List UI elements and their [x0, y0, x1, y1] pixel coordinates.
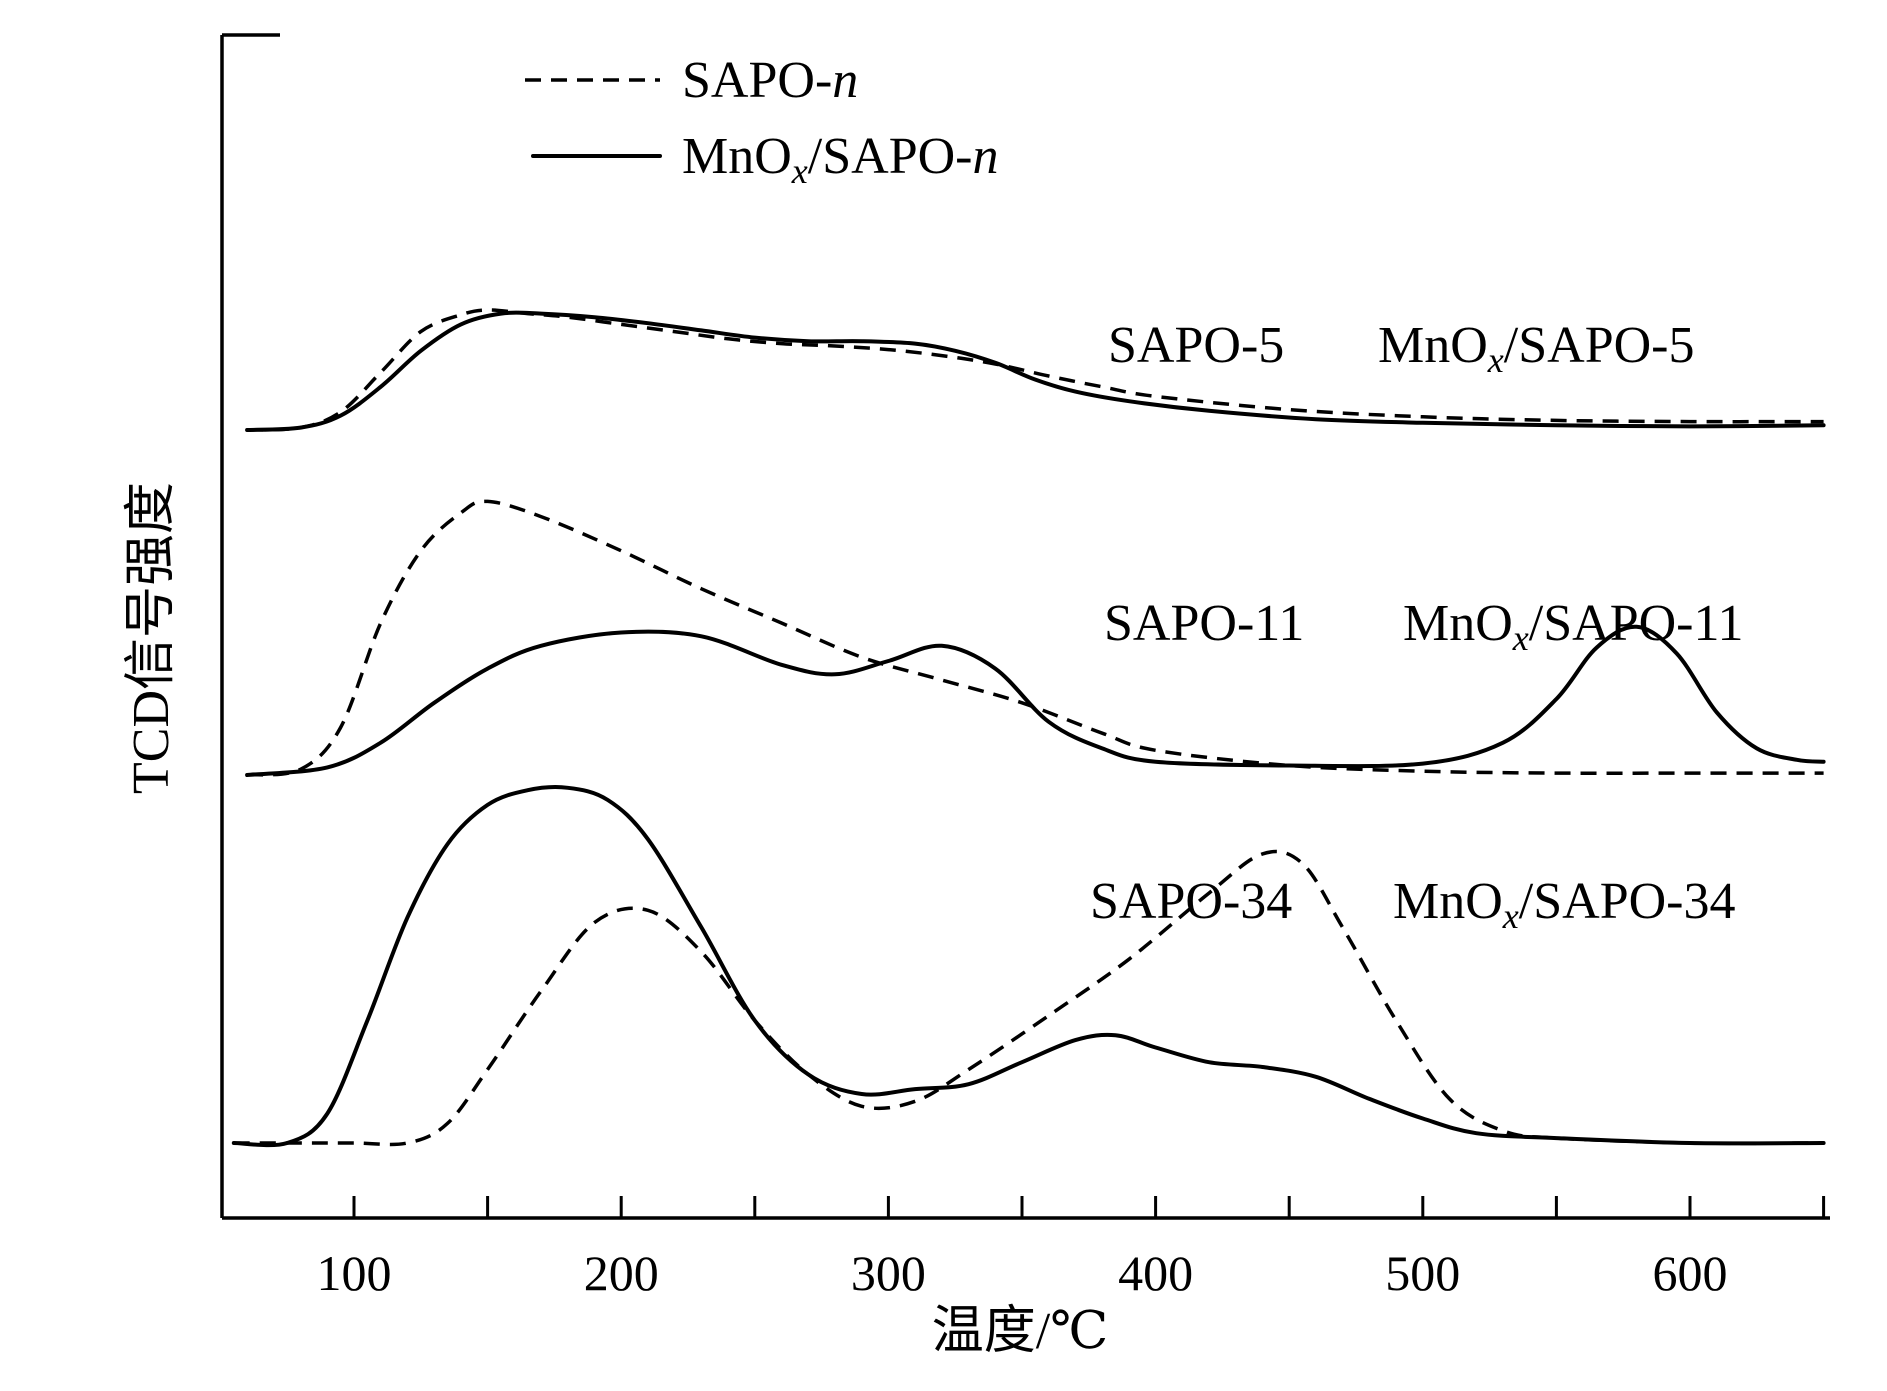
curve-sapo-34-mnox: [231, 785, 1826, 1148]
x-tick-label: 600: [1653, 1245, 1728, 1301]
group-annotations: SAPO-5 MnOx/SAPO-5 SAPO-11 MnOx/SAPO-11 …: [1090, 317, 1744, 936]
x-axis-title: 温度/℃: [932, 1303, 1109, 1360]
curve-sapo-5-mnox: [245, 310, 1826, 432]
x-tick-labels: 100 200 300 400 500 600: [317, 1245, 1728, 1301]
x-tick-label: 200: [584, 1245, 659, 1301]
annot-mnox-sapo-5: MnOx/SAPO-5: [1378, 317, 1695, 380]
annot-mnox-sapo-11: MnOx/SAPO-11: [1403, 595, 1744, 658]
x-tick-label: 400: [1118, 1245, 1193, 1301]
y-axis-title: TCD信号强度: [123, 482, 180, 794]
annot-sapo-5: SAPO-5: [1108, 317, 1284, 374]
annot-mnox-sapo-34: MnOx/SAPO-34: [1393, 873, 1736, 936]
curve-sapo-11-support: [246, 499, 1824, 777]
annot-sapo-11: SAPO-11: [1104, 595, 1304, 652]
x-tick-label: 300: [851, 1245, 926, 1301]
x-ticks: [352, 1196, 1826, 1218]
legend: SAPO-n MnOx/SAPO-n: [525, 52, 999, 191]
x-tick-label: 100: [317, 1245, 392, 1301]
axes: [220, 33, 1830, 1220]
legend-label-dashed: SAPO-n: [682, 52, 858, 109]
legend-label-solid: MnOx/SAPO-n: [682, 128, 999, 191]
series-curves: [231, 308, 1826, 1148]
annot-sapo-34: SAPO-34: [1090, 873, 1292, 930]
curve-sapo-34-support: [233, 849, 1824, 1147]
curve-sapo-5-support: [247, 308, 1824, 432]
curve-sapo-11-mnox: [245, 624, 1826, 777]
x-tick-label: 500: [1385, 1245, 1460, 1301]
